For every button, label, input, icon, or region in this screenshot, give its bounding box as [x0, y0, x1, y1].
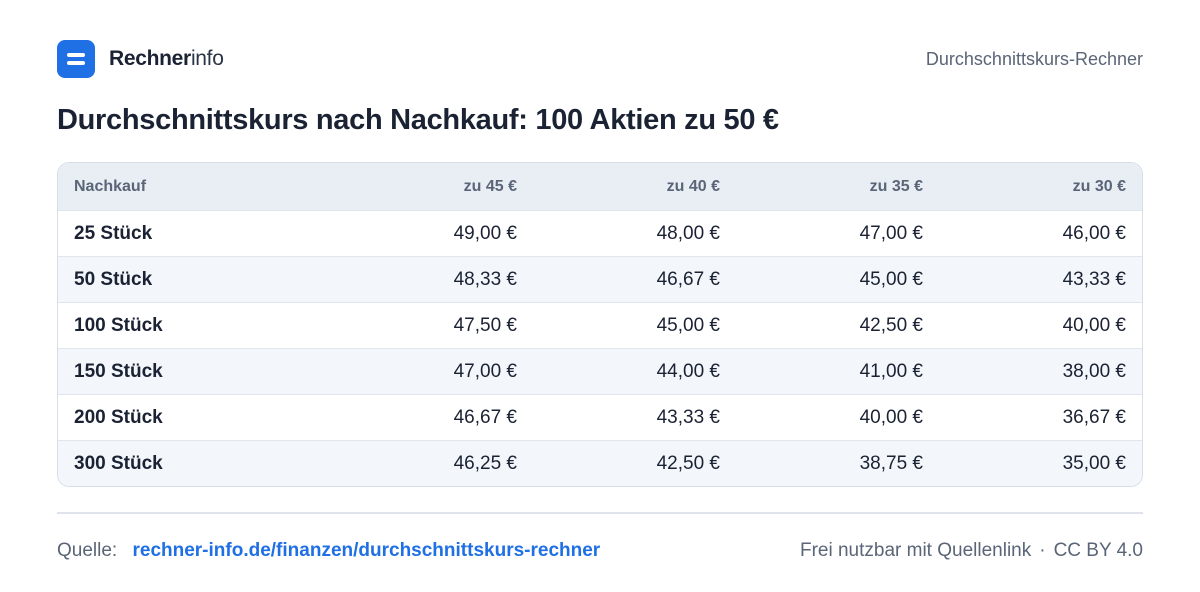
table-cell: 46,00 € [939, 210, 1142, 257]
separator: · [1039, 540, 1046, 561]
table-row: 50 Stück 48,33 € 46,67 € 45,00 € 43,33 € [58, 256, 1142, 303]
column-header: zu 40 € [533, 163, 736, 211]
brand[interactable]: Rechnerinfo [57, 40, 224, 78]
table-cell: 46,25 € [330, 440, 533, 486]
column-header: Nachkauf [58, 163, 330, 211]
table-row: 100 Stück 47,50 € 45,00 € 42,50 € 40,00 … [58, 302, 1142, 349]
rechnerinfo-logo-icon [57, 40, 95, 78]
row-label: 25 Stück [58, 210, 330, 257]
brand-name-strong: Rechner [109, 47, 191, 70]
table-cell: 38,75 € [736, 440, 939, 486]
table-cell: 44,00 € [533, 348, 736, 395]
column-header: zu 30 € [939, 163, 1142, 211]
table-row: 25 Stück 49,00 € 48,00 € 47,00 € 46,00 € [58, 210, 1142, 257]
row-label: 200 Stück [58, 394, 330, 441]
row-label: 50 Stück [58, 256, 330, 303]
table-row: 200 Stück 46,67 € 43,33 € 40,00 € 36,67 … [58, 394, 1142, 441]
table-cell: 47,00 € [330, 348, 533, 395]
table-cell: 43,33 € [533, 394, 736, 441]
table-header: Nachkauf zu 45 € zu 40 € zu 35 € zu 30 € [58, 163, 1142, 211]
table-cell: 47,50 € [330, 302, 533, 349]
column-header: zu 35 € [736, 163, 939, 211]
table-row: 150 Stück 47,00 € 44,00 € 41,00 € 38,00 … [58, 348, 1142, 395]
table-body: 25 Stück 49,00 € 48,00 € 47,00 € 46,00 €… [58, 210, 1142, 486]
table-cell: 47,00 € [736, 210, 939, 257]
page-footer: Quelle: rechner-info.de/finanzen/durchsc… [57, 538, 1143, 564]
table-cell: 45,00 € [533, 302, 736, 349]
table-cell: 42,50 € [533, 440, 736, 486]
table-row: 300 Stück 46,25 € 42,50 € 38,75 € 35,00 … [58, 440, 1142, 486]
table-cell: 42,50 € [736, 302, 939, 349]
page-title: Durchschnittskurs nach Nachkauf: 100 Akt… [57, 104, 779, 136]
footer-divider [57, 512, 1143, 514]
source: Quelle: rechner-info.de/finanzen/durchsc… [57, 540, 600, 562]
row-label: 150 Stück [58, 348, 330, 395]
table-cell: 43,33 € [939, 256, 1142, 303]
calculator-name: Durchschnittskurs-Rechner [925, 48, 1143, 69]
table-cell: 46,67 € [533, 256, 736, 303]
table-header-row: Nachkauf zu 45 € zu 40 € zu 35 € zu 30 € [58, 163, 1142, 211]
column-header: zu 45 € [330, 163, 533, 211]
table-cell: 35,00 € [939, 440, 1142, 486]
license-text: Frei nutzbar mit Quellenlink [799, 540, 1032, 561]
source-link[interactable]: rechner-info.de/finanzen/durchschnittsku… [132, 540, 601, 561]
table-cell: 40,00 € [736, 394, 939, 441]
table-cell: 45,00 € [736, 256, 939, 303]
license: CC BY 4.0 [1053, 540, 1143, 561]
row-label: 100 Stück [58, 302, 330, 349]
table-cell: 40,00 € [939, 302, 1142, 349]
row-label: 300 Stück [58, 440, 330, 486]
brand-name-light: info [190, 47, 224, 70]
brand-name: Rechnerinfo [109, 47, 224, 71]
table-cell: 49,00 € [330, 210, 533, 257]
average-price-table: Nachkauf zu 45 € zu 40 € zu 35 € zu 30 €… [57, 162, 1143, 487]
page-header: Rechnerinfo Durchschnittskurs-Rechner [57, 40, 1143, 78]
table-cell: 46,67 € [330, 394, 533, 441]
license-info: Frei nutzbar mit Quellenlink · CC BY 4.0 [800, 540, 1143, 562]
source-label: Quelle: [57, 540, 118, 561]
table-cell: 41,00 € [736, 348, 939, 395]
table-cell: 48,00 € [533, 210, 736, 257]
table-cell: 38,00 € [939, 348, 1142, 395]
table-cell: 48,33 € [330, 256, 533, 303]
table-cell: 36,67 € [939, 394, 1142, 441]
data-table: Nachkauf zu 45 € zu 40 € zu 35 € zu 30 €… [58, 163, 1142, 486]
